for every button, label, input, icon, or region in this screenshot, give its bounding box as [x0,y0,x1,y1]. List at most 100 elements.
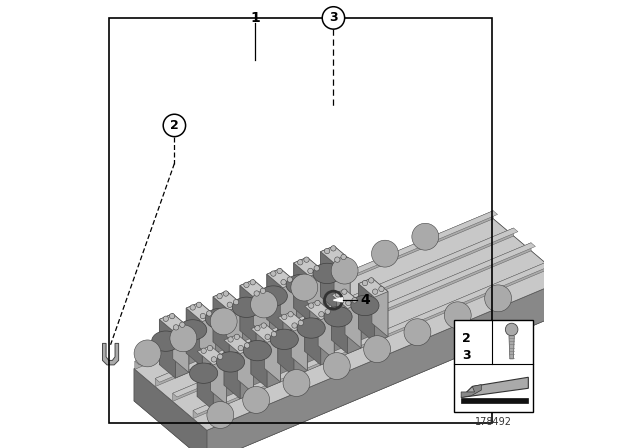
Wedge shape [333,298,343,302]
Polygon shape [155,228,513,387]
Ellipse shape [270,329,298,349]
Polygon shape [267,337,280,388]
Polygon shape [224,335,253,353]
Ellipse shape [259,286,287,306]
Circle shape [506,323,518,336]
Polygon shape [134,369,207,448]
Polygon shape [358,284,374,342]
Polygon shape [337,259,350,310]
Polygon shape [291,312,307,370]
Circle shape [173,325,179,330]
Polygon shape [200,316,213,348]
Polygon shape [267,274,283,333]
Circle shape [331,246,336,251]
Polygon shape [240,285,256,344]
Polygon shape [240,348,253,399]
Polygon shape [186,308,202,367]
Circle shape [352,297,357,303]
Polygon shape [358,278,372,329]
Circle shape [281,280,286,285]
Polygon shape [305,306,321,365]
Circle shape [196,302,202,307]
Circle shape [228,337,233,342]
Polygon shape [251,323,280,342]
Polygon shape [294,325,307,376]
Circle shape [308,268,313,274]
Circle shape [371,240,398,267]
Ellipse shape [297,318,325,338]
Circle shape [308,303,314,308]
Polygon shape [334,328,348,359]
Circle shape [244,343,250,348]
Circle shape [404,319,431,346]
Polygon shape [193,260,556,414]
Polygon shape [193,260,552,418]
Circle shape [346,300,351,306]
Polygon shape [323,284,337,316]
Circle shape [444,302,471,329]
Circle shape [227,302,232,307]
Circle shape [364,336,390,362]
Circle shape [170,325,197,352]
Polygon shape [280,282,294,314]
Bar [454,320,533,412]
Polygon shape [278,312,307,331]
Polygon shape [211,359,224,391]
Polygon shape [280,350,294,382]
Circle shape [234,299,239,305]
Polygon shape [202,316,216,367]
Polygon shape [461,384,481,397]
Polygon shape [310,271,323,322]
Circle shape [315,300,320,306]
Polygon shape [173,243,536,397]
Circle shape [211,357,216,362]
Text: 2: 2 [463,332,471,345]
Polygon shape [251,323,264,374]
Polygon shape [296,296,310,327]
Circle shape [412,223,439,250]
Circle shape [238,345,243,351]
Polygon shape [345,303,358,335]
Polygon shape [294,263,310,322]
Polygon shape [318,314,332,346]
Polygon shape [197,346,211,396]
Circle shape [271,332,276,337]
Polygon shape [332,289,361,309]
Circle shape [190,305,195,310]
Polygon shape [155,228,518,382]
Circle shape [325,309,330,314]
Circle shape [217,293,222,299]
Polygon shape [332,289,345,340]
Text: 3: 3 [329,11,338,25]
Polygon shape [321,246,350,265]
Polygon shape [227,305,240,336]
Ellipse shape [232,297,260,318]
Polygon shape [291,326,305,357]
Circle shape [243,387,269,414]
Polygon shape [361,317,374,348]
Circle shape [255,326,260,331]
Circle shape [291,274,318,301]
Circle shape [265,334,270,340]
Polygon shape [278,312,291,363]
Circle shape [288,311,293,317]
Polygon shape [186,302,216,322]
Polygon shape [197,351,213,410]
Circle shape [223,291,228,296]
Circle shape [180,322,185,327]
Polygon shape [240,280,253,331]
Polygon shape [135,211,497,365]
Polygon shape [307,271,321,302]
Polygon shape [305,301,318,351]
Polygon shape [345,289,361,348]
Circle shape [250,280,255,285]
Polygon shape [321,246,334,297]
Circle shape [304,257,309,263]
Circle shape [210,308,237,335]
Polygon shape [211,346,227,405]
Polygon shape [461,398,529,403]
Circle shape [277,268,282,274]
Polygon shape [334,246,350,305]
Circle shape [200,314,205,319]
Circle shape [261,323,266,328]
